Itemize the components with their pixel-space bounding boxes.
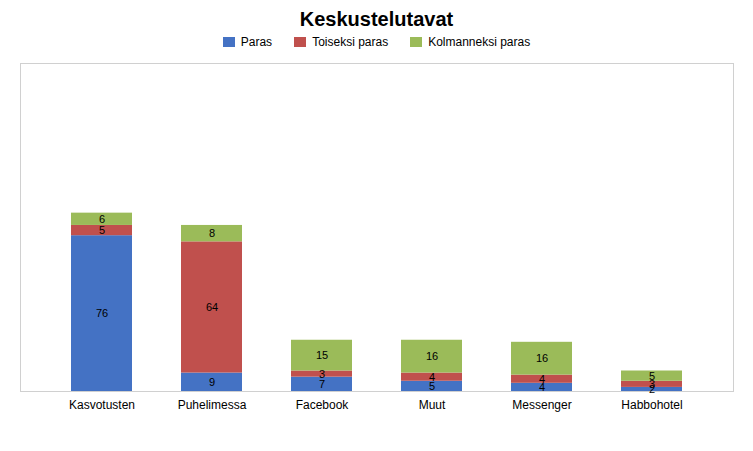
svg-text:7: 7	[319, 378, 325, 390]
svg-text:5: 5	[649, 370, 655, 382]
svg-text:Muut: Muut	[419, 398, 446, 412]
svg-text:4: 4	[538, 380, 546, 393]
svg-text:6: 6	[99, 213, 105, 225]
html-text:Kolmanneksi paras: Kolmanneksi paras	[428, 35, 531, 49]
svg-text:Messenger: Messenger	[512, 398, 571, 412]
svg-text:4: 4	[539, 373, 545, 385]
svg-text:9: 9	[209, 376, 215, 388]
svg-text:4: 4	[429, 371, 435, 383]
svg-text:3: 3	[319, 368, 325, 380]
svg-text:15: 15	[316, 349, 328, 361]
svg-text:Facebook: Facebook	[296, 398, 350, 412]
svg-text:5: 5	[428, 379, 436, 392]
svg-text:Kasvotusten: Kasvotusten	[69, 398, 135, 412]
svg-text:16: 16	[426, 350, 438, 362]
svg-text:5: 5	[99, 224, 105, 236]
svg-text:Habbohotel: Habbohotel	[621, 398, 682, 412]
html-text:Toiseksi paras: Toiseksi paras	[312, 35, 389, 49]
svg-text:8: 8	[209, 227, 215, 239]
svg-text:16: 16	[536, 352, 548, 364]
html-text:Keskustelutavat: Keskustelutavat	[299, 8, 454, 30]
svg-text:Puhelimessa: Puhelimessa	[178, 398, 247, 412]
html-text:Paras: Paras	[240, 35, 273, 49]
svg-text:76: 76	[96, 307, 108, 319]
svg-text:3: 3	[648, 377, 656, 390]
svg-text:64: 64	[206, 301, 218, 313]
